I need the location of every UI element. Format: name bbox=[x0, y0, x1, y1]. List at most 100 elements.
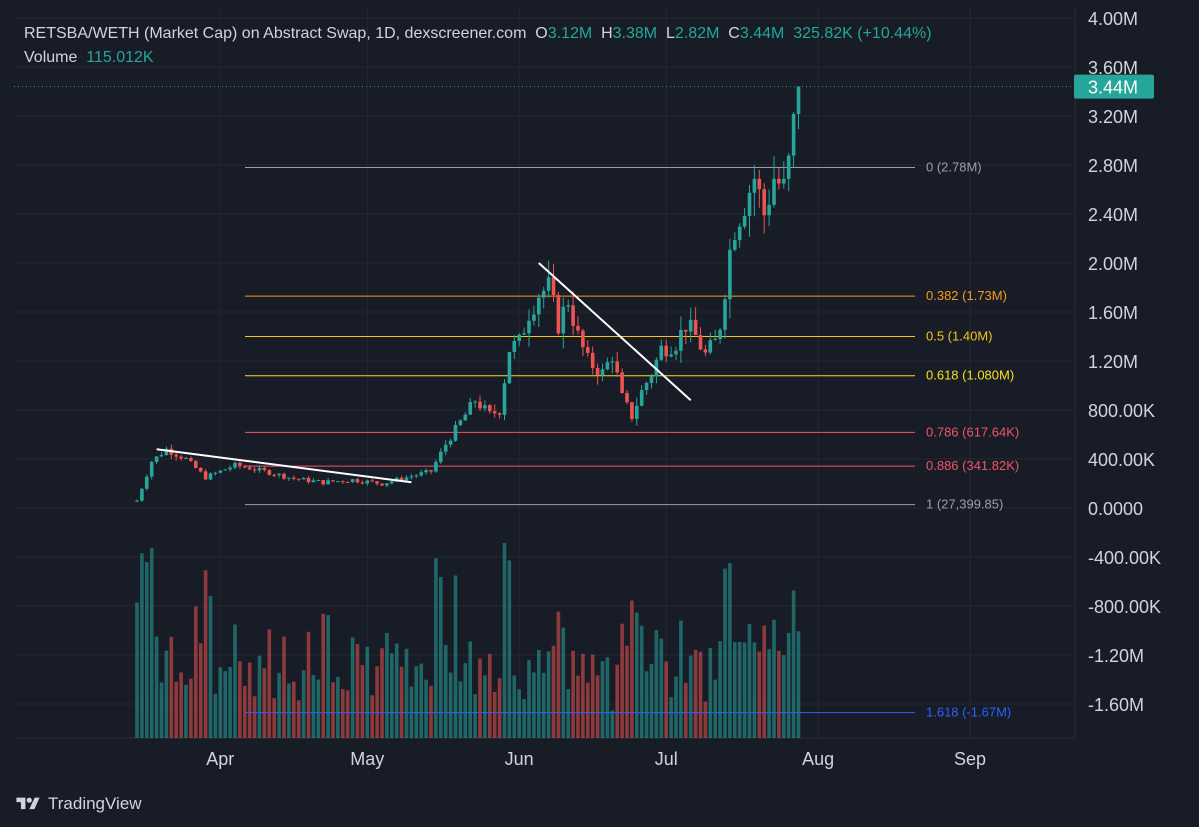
price-tick-label: 3.20M bbox=[1088, 107, 1138, 127]
volume-bar bbox=[625, 645, 629, 738]
volume-bar bbox=[507, 560, 512, 738]
volume-bar bbox=[414, 666, 419, 738]
candle-body bbox=[478, 401, 482, 409]
candle-body bbox=[213, 472, 218, 474]
candle-body bbox=[718, 329, 722, 340]
volume-bar bbox=[708, 647, 713, 738]
candle-body bbox=[194, 461, 198, 468]
candle-body bbox=[321, 480, 325, 485]
trendline bbox=[156, 448, 412, 484]
candle-body bbox=[404, 477, 409, 481]
fib-level-label: 0.886 (341.82K) bbox=[926, 458, 1019, 473]
candle-body bbox=[189, 457, 193, 462]
volume-bar bbox=[713, 679, 717, 738]
candle-body bbox=[541, 290, 546, 298]
candle-body bbox=[448, 440, 453, 445]
volume-bar bbox=[296, 700, 301, 738]
volume-bar bbox=[233, 624, 237, 738]
volume-bar bbox=[610, 710, 615, 738]
candle-body bbox=[164, 448, 169, 456]
volume-bar bbox=[336, 677, 340, 738]
candle-body bbox=[767, 204, 771, 216]
time-tick-label: Jun bbox=[505, 749, 534, 769]
volume-bar bbox=[262, 668, 267, 738]
volume-bar bbox=[733, 642, 737, 738]
price-tick-label: 2.80M bbox=[1088, 156, 1138, 176]
volume-bar bbox=[649, 663, 654, 738]
candle-body bbox=[409, 476, 414, 478]
volume-bar bbox=[693, 649, 698, 738]
volume-bar bbox=[561, 627, 566, 738]
volume-bar bbox=[399, 666, 404, 738]
volume-bar bbox=[443, 645, 448, 738]
price-tick-label: -1.60M bbox=[1088, 695, 1144, 715]
volume-bar bbox=[659, 638, 664, 738]
volume-bar bbox=[453, 575, 458, 738]
open-value: 3.12M bbox=[547, 25, 593, 42]
price-tick-label: 800.00K bbox=[1088, 401, 1155, 421]
candle-body bbox=[306, 477, 311, 483]
volume-bar bbox=[208, 596, 213, 738]
candle-body bbox=[777, 178, 781, 184]
candle-body bbox=[326, 480, 330, 485]
candle-body bbox=[590, 352, 595, 368]
candle-body bbox=[522, 333, 526, 335]
volume-bar bbox=[684, 682, 688, 738]
candle-body bbox=[174, 454, 178, 457]
candle-body bbox=[282, 473, 286, 479]
candle-body bbox=[488, 405, 492, 412]
fib-level-label: 1 (27,399.85) bbox=[926, 497, 1003, 512]
candle-body bbox=[791, 114, 796, 156]
candle-body bbox=[355, 479, 360, 483]
candle-body bbox=[512, 340, 517, 352]
volume-bar bbox=[679, 620, 683, 738]
volume-bar bbox=[532, 672, 536, 738]
candle-body bbox=[595, 367, 600, 376]
candle-body bbox=[532, 314, 536, 321]
candle-body bbox=[380, 483, 384, 486]
volume-bar bbox=[311, 675, 316, 738]
candle-body bbox=[135, 500, 139, 502]
candle-body bbox=[149, 461, 154, 477]
candle-body bbox=[605, 362, 610, 370]
volume-bar bbox=[492, 692, 497, 738]
candle-body bbox=[507, 351, 512, 384]
candle-body bbox=[796, 86, 801, 115]
time-tick-label: May bbox=[350, 749, 384, 769]
candle-body bbox=[772, 178, 776, 205]
volume-bar bbox=[169, 636, 174, 738]
candle-body bbox=[453, 424, 458, 441]
volume-bar bbox=[218, 667, 223, 738]
change-value: 325.82K (+10.44%) bbox=[793, 25, 932, 42]
fib-level-label: 1.618 (-1.67M) bbox=[926, 705, 1011, 720]
volume-bar bbox=[630, 600, 634, 738]
price-tick-label: -400.00K bbox=[1088, 548, 1161, 568]
candle-body bbox=[370, 480, 374, 482]
volume-bar bbox=[546, 651, 551, 738]
volume-bar bbox=[145, 562, 149, 738]
candle-body bbox=[331, 480, 335, 482]
trendline bbox=[538, 262, 692, 401]
candle-body bbox=[179, 456, 183, 459]
volume-bar bbox=[331, 682, 335, 738]
candle-body bbox=[674, 350, 678, 355]
volume-bar bbox=[728, 563, 732, 738]
candle-body bbox=[635, 405, 639, 419]
price-tick-label: 1.20M bbox=[1088, 352, 1138, 372]
volume-bar bbox=[767, 649, 771, 738]
price-tick-label: 400.00K bbox=[1088, 450, 1155, 470]
candle-body bbox=[620, 372, 624, 393]
candle-body bbox=[737, 226, 742, 241]
volume-bar bbox=[586, 682, 590, 738]
candle-body bbox=[429, 470, 433, 472]
volume-bar bbox=[326, 615, 330, 738]
candle-body bbox=[233, 462, 237, 468]
volume-bar bbox=[316, 679, 321, 738]
candle-body bbox=[483, 405, 487, 409]
candle-body bbox=[262, 467, 267, 471]
tradingview-brand[interactable]: TradingView bbox=[14, 794, 142, 814]
volume-bar bbox=[154, 636, 159, 738]
volume-bar bbox=[644, 671, 649, 738]
candle-body bbox=[581, 330, 585, 348]
